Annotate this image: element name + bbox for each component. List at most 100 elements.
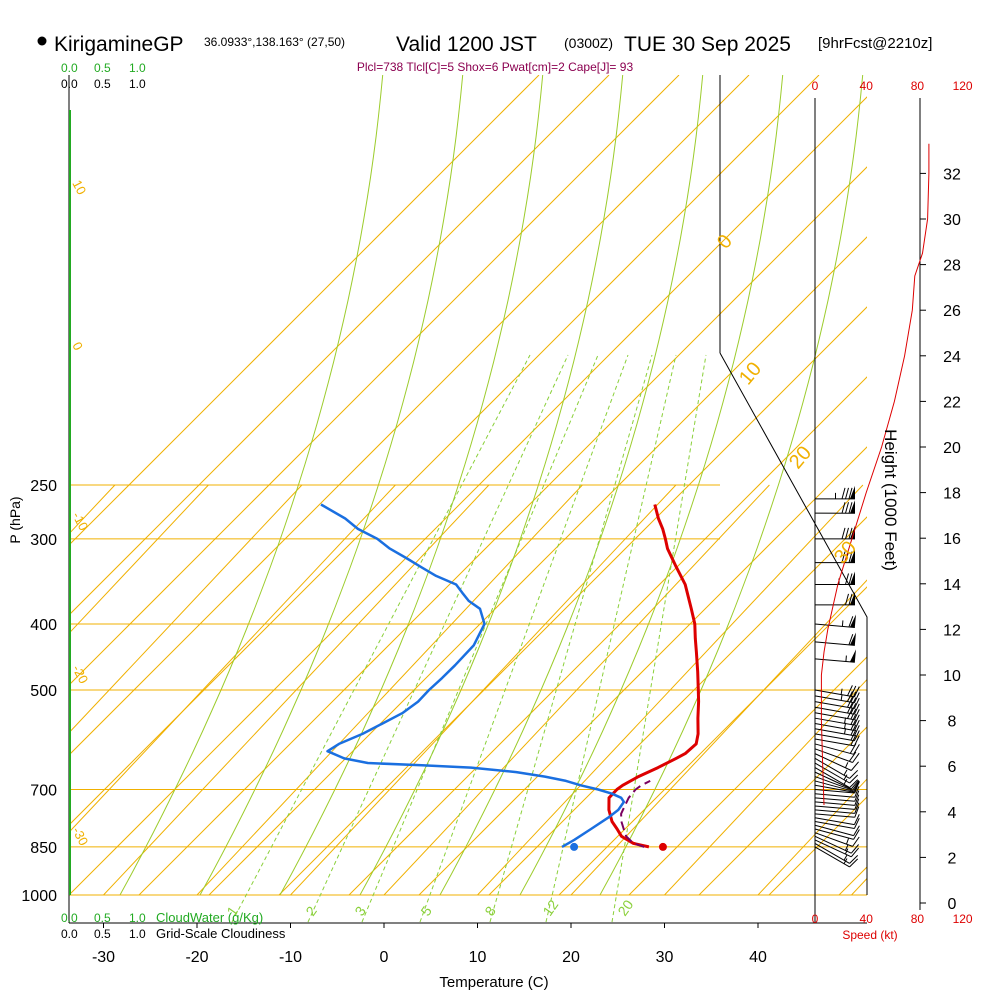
mixing-ratio-label: 12 <box>539 897 561 919</box>
background-lines <box>0 75 867 923</box>
wind-barb <box>814 786 860 798</box>
wind-barb-feather <box>853 714 860 726</box>
cloudiness-scale-top: 0.0 <box>61 77 78 91</box>
wind-barb-shaft <box>814 805 855 810</box>
wind-barb <box>814 843 859 864</box>
wind-barb-half-feather <box>843 774 848 781</box>
temperature-tick-label: 20 <box>562 949 580 966</box>
dry-adiabat-line <box>348 376 867 895</box>
wind-barb-feather <box>841 502 846 514</box>
wind-barb-shaft <box>814 771 852 790</box>
isotherm-line <box>0 485 21 895</box>
wind-barb-feather <box>854 790 860 802</box>
wind-barb <box>814 780 860 792</box>
wind-barb <box>814 817 860 829</box>
speed-tick-label-top: 0 <box>812 79 819 93</box>
wind-barb-feather <box>848 502 853 514</box>
wind-barb-feather <box>849 858 859 868</box>
wind-barb-feather <box>849 769 859 779</box>
theta-e-label: 30 <box>830 537 861 568</box>
wind-barb-shaft <box>814 743 854 755</box>
height-tick-label: 22 <box>943 394 961 411</box>
wind-barb-flag <box>850 571 855 585</box>
height-tick-label: 12 <box>943 622 961 639</box>
wind-barb-flag <box>850 525 855 539</box>
mixing-ratio-label: 2 <box>302 903 320 919</box>
parcel-profile <box>620 780 651 848</box>
wind-barb-feather <box>852 836 860 847</box>
wind-barb <box>814 649 856 663</box>
temperature-tick-label: 10 <box>469 949 487 966</box>
speed-tick-label-top: 40 <box>860 79 874 93</box>
surface-temperature-dot <box>658 842 667 851</box>
moist-adiabat-line <box>599 75 864 895</box>
wind-barb <box>814 525 856 540</box>
theta-e-label: 20 <box>785 442 816 473</box>
isotherm-line <box>851 877 867 895</box>
wind-barb <box>814 806 860 818</box>
wind-barb-feather <box>853 829 860 840</box>
dry-adiabat-line <box>558 586 867 895</box>
surface-dewpoint-dot <box>570 842 579 851</box>
temperature-tick-label: 0 <box>380 949 389 966</box>
wind-barb-feather <box>848 527 853 540</box>
height-tick-label: 18 <box>943 486 961 503</box>
mixing-ratio-line <box>307 354 569 923</box>
wind-barb-feather <box>853 825 860 836</box>
wind-barb-half-feather <box>844 762 849 769</box>
wind-barb <box>814 835 859 854</box>
height-tick-label: 8 <box>948 714 957 731</box>
wind-barb <box>814 748 860 763</box>
height-tick-label: 24 <box>943 349 961 366</box>
wind-barb-feather <box>854 802 860 814</box>
theta-e-label: 10 <box>735 358 766 389</box>
wind-barb-shaft <box>814 809 855 814</box>
plot-frame <box>68 75 921 924</box>
temperature-profile <box>607 504 701 849</box>
wind-barb-feather <box>849 774 859 784</box>
wind-barb-shaft <box>814 780 854 792</box>
wind-barb <box>814 802 860 814</box>
wind-barb-feather <box>852 752 860 763</box>
wind-barb-flag <box>850 485 855 499</box>
height-tick-label: 14 <box>943 577 961 594</box>
wind-barb <box>814 798 860 810</box>
wind-barb <box>814 832 860 847</box>
wind-barb-feather <box>845 573 849 585</box>
forecast-info: [9hrFcst@2210z] <box>818 35 932 52</box>
wind-barb-shaft <box>814 797 855 802</box>
wind-barb-feather <box>853 817 860 829</box>
isotherm-line <box>69 484 209 635</box>
wind-barb-feather <box>854 786 860 798</box>
wind-barb <box>814 762 859 784</box>
height-tick-label: 30 <box>943 212 961 229</box>
wind-barb <box>814 794 860 806</box>
wind-barb-feather <box>853 719 860 731</box>
speed-tick-label-bottom: 40 <box>860 912 874 926</box>
wind-barb-feather <box>848 487 853 500</box>
wind-barb-half-feather <box>845 655 847 662</box>
mixing-ratio-line <box>361 354 599 923</box>
temperature-tick-label: -20 <box>185 949 208 966</box>
wind-barb-feather <box>845 527 849 540</box>
wind-barb-feather <box>849 779 859 788</box>
wind-barb-feather <box>848 751 857 762</box>
station-name: KirigamineGP <box>54 33 184 56</box>
wind-barb <box>814 753 859 771</box>
wind-barb-half-feather <box>843 854 848 861</box>
wind-barb-feather <box>853 692 860 704</box>
wind-barb-shaft <box>814 817 855 826</box>
mixing-ratio-line <box>419 354 629 923</box>
cloudiness-scale-bottom: 0.5 <box>94 927 111 941</box>
temperature-tick-label: 30 <box>656 949 674 966</box>
wind-barb-flag <box>849 614 856 628</box>
wind-barb-half-feather <box>846 838 849 845</box>
height-tick-label: 20 <box>943 440 961 457</box>
wind-barb-flag <box>850 591 855 605</box>
wind-barb-feather <box>853 709 860 720</box>
pressure-tick-label: 250 <box>30 478 57 495</box>
wind-barb-shaft <box>814 793 855 798</box>
wind-barb-flag <box>849 632 856 646</box>
speed-tick-label-top: 120 <box>953 79 973 93</box>
wind-barb-shaft <box>814 839 852 858</box>
